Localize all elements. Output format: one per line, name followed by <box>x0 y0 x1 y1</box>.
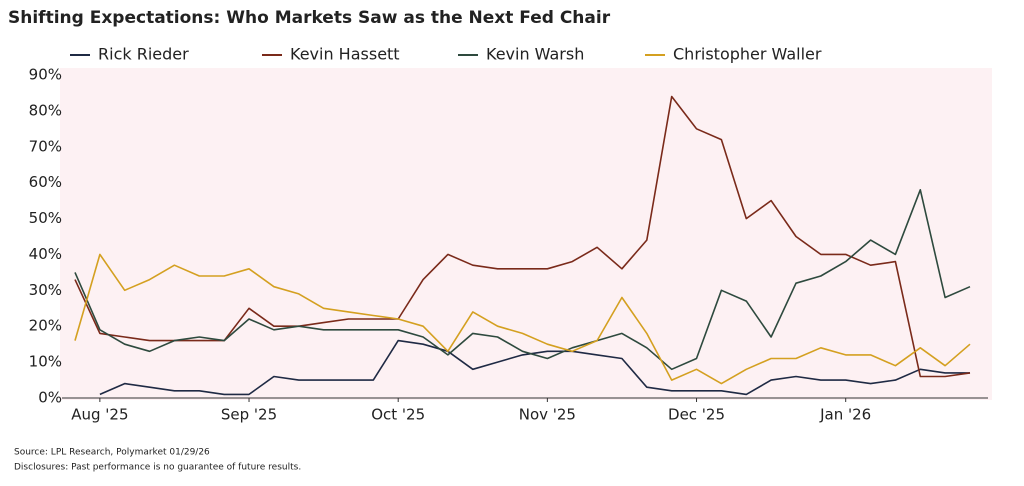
y-tick-label: 80% <box>29 101 62 119</box>
y-tick-label: 30% <box>29 281 62 299</box>
x-tick-label: Dec '25 <box>668 406 725 424</box>
y-tick-label: 20% <box>29 317 62 335</box>
y-tick-label: 60% <box>29 173 62 191</box>
x-tick-label: Aug '25 <box>71 406 128 424</box>
y-tick-label: 40% <box>29 245 62 263</box>
series-line <box>99 339 970 396</box>
y-tick-label: 90% <box>29 66 62 84</box>
legend-label: Kevin Hassett <box>290 45 400 64</box>
y-tick-label: 70% <box>29 137 62 155</box>
series-line <box>74 189 971 371</box>
y-tick-label: 50% <box>29 209 62 227</box>
legend-label: Kevin Warsh <box>486 45 584 64</box>
x-tick-label: Jan '26 <box>819 406 871 424</box>
disclosures: Disclosures: Past performance is no guar… <box>14 463 301 473</box>
series-line <box>74 253 971 385</box>
chart-title: Shifting Expectations: Who Markets Saw a… <box>8 8 611 28</box>
legend-label: Christopher Waller <box>673 45 822 64</box>
y-tick-label: 0% <box>38 389 62 407</box>
source: Source: LPL Research, Polymarket 01/29/2… <box>14 448 210 458</box>
x-tick-label: Oct '25 <box>371 406 425 424</box>
x-tick-label: Sep '25 <box>221 406 277 424</box>
plot-background <box>60 68 992 400</box>
y-tick-label: 10% <box>29 353 62 371</box>
legend-label: Rick Rieder <box>98 45 189 64</box>
x-tick-label: Nov '25 <box>519 406 576 424</box>
